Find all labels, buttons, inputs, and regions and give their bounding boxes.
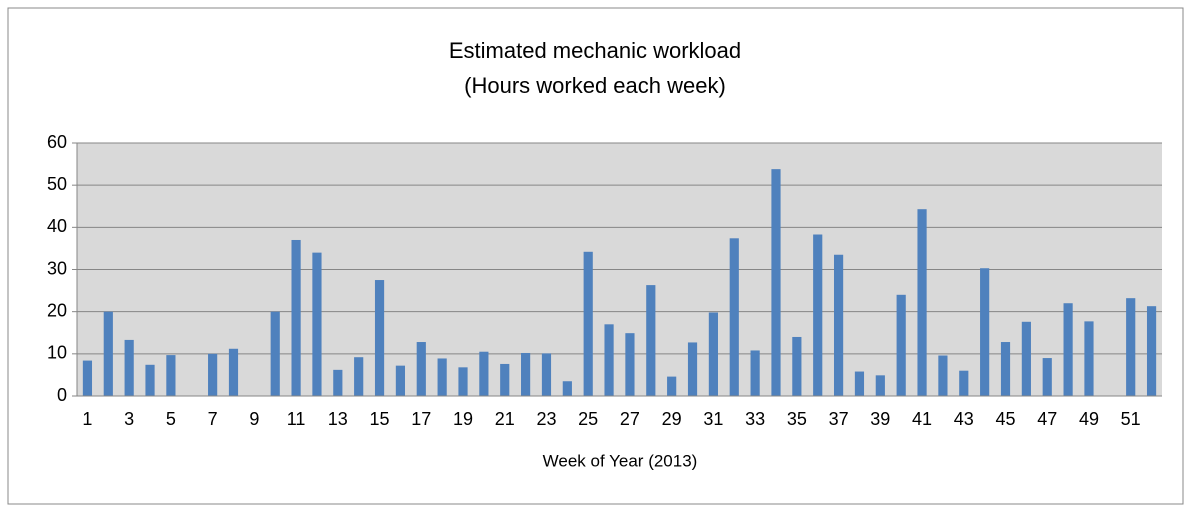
y-tick-label: 60 <box>47 132 67 152</box>
bar <box>813 234 823 396</box>
bar <box>1084 321 1094 396</box>
x-tick-label: 21 <box>495 409 515 429</box>
x-tick-label: 19 <box>453 409 473 429</box>
bar <box>583 251 593 396</box>
bar <box>228 348 239 396</box>
x-tick-label: 7 <box>208 409 218 429</box>
bar <box>291 239 301 396</box>
bar <box>1063 303 1073 396</box>
x-tick-label: 3 <box>124 409 134 429</box>
bar <box>750 350 760 396</box>
chart-title: Estimated mechanic workload <box>449 38 741 63</box>
x-tick-label: 5 <box>166 409 176 429</box>
bar <box>1126 298 1136 396</box>
bar <box>917 209 927 396</box>
bar <box>604 324 614 396</box>
x-tick-label: 41 <box>912 409 932 429</box>
bar <box>354 357 364 396</box>
bar <box>1146 306 1157 396</box>
bar <box>208 353 218 396</box>
x-tick-label: 23 <box>536 409 556 429</box>
bar <box>145 364 155 396</box>
x-axis-label: Week of Year (2013) <box>543 451 698 470</box>
bar <box>938 355 948 396</box>
bar <box>458 367 468 396</box>
bar <box>687 342 698 396</box>
x-tick-label: 29 <box>662 409 682 429</box>
x-tick-label: 45 <box>995 409 1015 429</box>
x-tick-label: 1 <box>82 409 92 429</box>
x-tick-label: 27 <box>620 409 640 429</box>
bar <box>270 311 280 396</box>
x-tick-label: 9 <box>249 409 259 429</box>
bar <box>103 311 113 396</box>
bar <box>395 365 406 396</box>
bar <box>625 333 635 396</box>
y-tick-label: 0 <box>57 385 67 405</box>
bar <box>708 312 718 396</box>
y-tick-label: 20 <box>47 300 67 320</box>
bar <box>416 342 426 396</box>
x-tick-label: 17 <box>411 409 431 429</box>
bar <box>541 353 552 396</box>
bar <box>82 360 93 396</box>
x-tick-label: 47 <box>1037 409 1057 429</box>
y-tick-label: 50 <box>47 174 67 194</box>
x-tick-label: 33 <box>745 409 765 429</box>
x-tick-label: 13 <box>328 409 348 429</box>
y-tick-label: 10 <box>47 343 67 363</box>
bar <box>875 375 885 396</box>
bar <box>374 280 385 396</box>
bar <box>854 371 865 396</box>
x-tick-label: 11 <box>287 409 306 429</box>
bar <box>521 352 531 396</box>
bar <box>562 381 572 396</box>
bar <box>1042 358 1052 396</box>
y-tick-label: 40 <box>47 216 67 236</box>
x-tick-label: 31 <box>703 409 723 429</box>
y-tick-label: 30 <box>47 258 67 278</box>
x-tick-label: 51 <box>1121 409 1141 429</box>
bar <box>792 336 802 396</box>
bar <box>479 351 489 396</box>
bar <box>1000 342 1011 396</box>
bar <box>667 376 677 396</box>
bar <box>646 285 656 396</box>
x-tick-label: 49 <box>1079 409 1099 429</box>
bar <box>896 294 906 396</box>
bar <box>833 254 844 396</box>
bar <box>124 339 134 396</box>
x-tick-label: 35 <box>787 409 807 429</box>
bar <box>959 370 969 396</box>
bar <box>312 252 322 396</box>
bar <box>980 268 990 396</box>
x-tick-label: 39 <box>870 409 890 429</box>
x-tick-label: 37 <box>829 409 849 429</box>
x-tick-label: 15 <box>370 409 390 429</box>
bar <box>437 358 447 396</box>
bar <box>333 369 343 396</box>
bar <box>729 238 739 396</box>
bar <box>500 363 510 396</box>
bar <box>166 355 176 396</box>
chart-subtitle: (Hours worked each week) <box>464 73 726 98</box>
bar <box>771 169 781 396</box>
bar <box>1021 321 1031 396</box>
x-tick-label: 43 <box>954 409 974 429</box>
x-tick-label: 25 <box>578 409 598 429</box>
